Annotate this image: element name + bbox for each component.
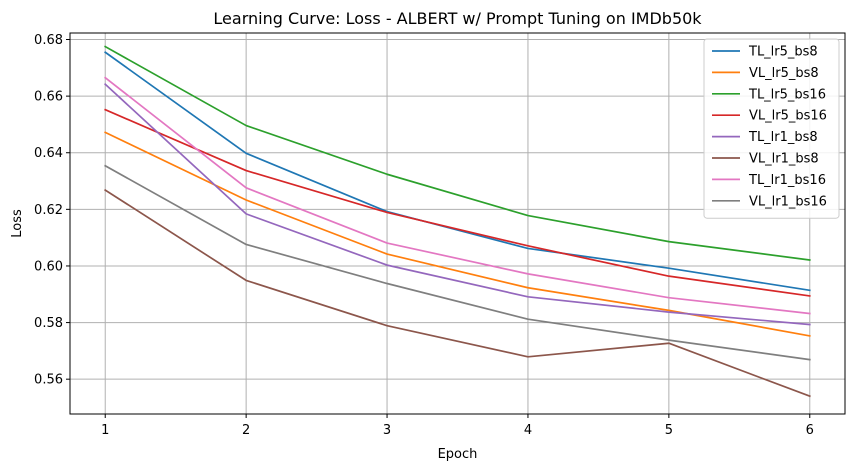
x-axis: 1 2 3 4 5 6 bbox=[101, 414, 814, 438]
y-tick-label: 0.58 bbox=[34, 316, 63, 331]
series-line-VL_lr1_bs8 bbox=[104, 188, 811, 398]
series-lines bbox=[104, 45, 811, 398]
y-tick-label: 0.56 bbox=[34, 373, 63, 388]
series-line-VL_lr1_bs16 bbox=[104, 164, 811, 361]
x-tick-label: 1 bbox=[101, 423, 109, 438]
legend-label: VL_lr1_bs16 bbox=[749, 194, 827, 209]
legend-label: VL_lr5_bs8 bbox=[749, 66, 819, 81]
plot-frame bbox=[69, 32, 846, 415]
x-tick-label: 3 bbox=[383, 423, 391, 438]
legend: TL_lr5_bs8 VL_lr5_bs8 TL_lr5_bs16 VL_lr5_bs… bbox=[703, 38, 840, 219]
legend-label: VL_lr1_bs8 bbox=[749, 152, 819, 167]
chart-title: Learning Curve: Loss - ALBERT w/ Prompt … bbox=[213, 9, 702, 28]
x-tick-label: 5 bbox=[665, 423, 673, 438]
x-tick-label: 2 bbox=[242, 423, 250, 438]
series-line-VL_lr5_bs16 bbox=[104, 108, 811, 297]
legend-label: TL_lr1_bs8 bbox=[748, 130, 818, 145]
legend-label: TL_lr1_bs16 bbox=[748, 173, 826, 188]
series-line-TL_lr1_bs16 bbox=[104, 76, 811, 315]
y-tick-label: 0.68 bbox=[34, 33, 63, 48]
y-tick-label: 0.64 bbox=[34, 146, 63, 161]
x-tick-label: 4 bbox=[524, 423, 532, 438]
legend-label: TL_lr5_bs8 bbox=[748, 45, 818, 60]
series-line-TL_lr5_bs16 bbox=[104, 45, 811, 261]
y-axis: 0.56 0.58 0.60 0.62 0.64 0.66 0.68 bbox=[34, 33, 70, 388]
y-tick-label: 0.66 bbox=[34, 90, 63, 105]
y-tick-label: 0.62 bbox=[34, 203, 63, 218]
legend-label: TL_lr5_bs16 bbox=[748, 87, 826, 102]
y-axis-title: Loss bbox=[10, 209, 25, 238]
x-tick-label: 6 bbox=[806, 423, 814, 438]
y-tick-label: 0.60 bbox=[34, 259, 63, 274]
x-axis-title: Epoch bbox=[438, 447, 478, 462]
legend-box bbox=[703, 38, 840, 219]
series-line-TL_lr1_bs8 bbox=[104, 83, 811, 326]
legend-label: VL_lr5_bs16 bbox=[749, 109, 827, 124]
